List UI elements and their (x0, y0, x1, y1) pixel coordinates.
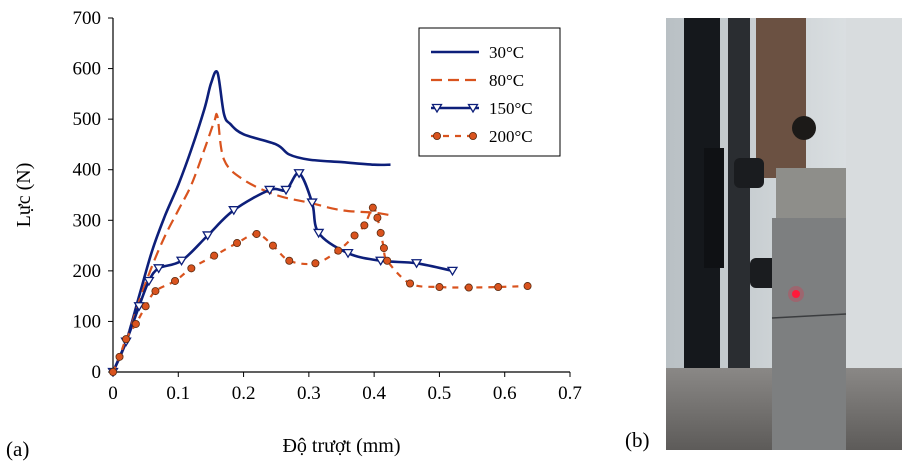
panel-a-label: (a) (6, 437, 29, 461)
data-point (252, 229, 261, 238)
series-line (111, 70, 391, 373)
series-0 (111, 70, 391, 373)
data-point (131, 319, 140, 328)
series-2 (107, 169, 459, 378)
legend: 30°C 80°C 150°C 200°C (418, 27, 561, 157)
data-point (210, 251, 219, 260)
y-tick-label: 500 (73, 109, 102, 130)
legend-marker (468, 131, 477, 140)
data-point (171, 276, 180, 285)
data-point (153, 264, 165, 274)
data-point (233, 239, 242, 248)
legend-entry-label: 30°C (489, 43, 524, 62)
data-point (133, 302, 145, 312)
data-point (122, 335, 131, 344)
data-point (306, 198, 318, 208)
data-point (202, 231, 214, 241)
legend-marker (432, 131, 441, 140)
x-tick-label: 0.6 (493, 383, 517, 404)
x-tick-label: 0.7 (558, 383, 582, 404)
y-tick-label: 300 (73, 210, 102, 231)
legend-entry-label: 200°C (489, 127, 533, 146)
data-point (280, 185, 292, 196)
y-tick-label: 0 (92, 362, 102, 383)
data-point (187, 264, 196, 273)
data-point (464, 283, 473, 292)
data-point (143, 276, 155, 287)
data-point (373, 213, 382, 222)
x-axis-ticks: 0 0.1 0.2 0.3 0.4 0.5 0.6 0.7 (108, 372, 582, 404)
y-tick-label: 400 (73, 160, 102, 181)
data-point (334, 246, 343, 255)
legend-marker (431, 103, 443, 114)
data-point (376, 228, 385, 237)
data-point (379, 244, 388, 253)
data-point (446, 266, 459, 277)
data-point (350, 231, 359, 240)
series-line (111, 171, 453, 373)
x-tick-label: 0 (108, 383, 118, 404)
x-tick-label: 0.3 (297, 383, 321, 404)
y-tick-label: 200 (73, 261, 102, 282)
series-1 (111, 112, 391, 373)
data-point (360, 221, 369, 230)
data-point (375, 256, 387, 267)
data-point (175, 256, 188, 267)
y-axis-ticks: 0 100 200 300 400 500 600 700 (73, 8, 113, 383)
data-point (311, 259, 320, 268)
legend-entry-label: 80°C (489, 71, 524, 90)
data-point (494, 283, 503, 292)
data-point (293, 169, 305, 179)
y-axis-title: Lực (N) (13, 163, 35, 228)
legend-box (418, 27, 561, 157)
data-point (342, 249, 354, 259)
data-point (109, 367, 118, 376)
y-tick-label: 100 (73, 311, 102, 332)
series-group (107, 70, 532, 378)
data-point (228, 206, 240, 216)
data-point (383, 256, 392, 265)
legend-marker (467, 103, 479, 114)
data-point (435, 283, 444, 292)
y-tick-label: 700 (73, 8, 102, 29)
data-point (313, 228, 325, 239)
x-tick-label: 0.1 (166, 383, 190, 404)
data-point (151, 287, 160, 296)
data-point (264, 185, 276, 196)
data-point (285, 256, 294, 265)
data-point (406, 279, 415, 288)
data-point (410, 259, 423, 269)
data-point (523, 282, 532, 291)
data-point (115, 352, 124, 361)
legend-entry-label: 150°C (489, 99, 533, 118)
data-point (141, 302, 150, 311)
panel-b-label: (b) (625, 428, 650, 452)
x-tick-label: 0.4 (362, 383, 386, 404)
data-point (368, 203, 377, 212)
plot-frame (112, 18, 570, 373)
series-line (111, 112, 391, 373)
series-3 (109, 203, 532, 376)
x-axis-title: Độ trượt (mm) (282, 435, 400, 457)
x-tick-label: 0.2 (232, 383, 256, 404)
y-tick-label: 600 (73, 59, 102, 80)
x-tick-label: 0.5 (428, 383, 452, 404)
tensile-specimen-photo (666, 18, 902, 450)
data-point (268, 241, 277, 250)
